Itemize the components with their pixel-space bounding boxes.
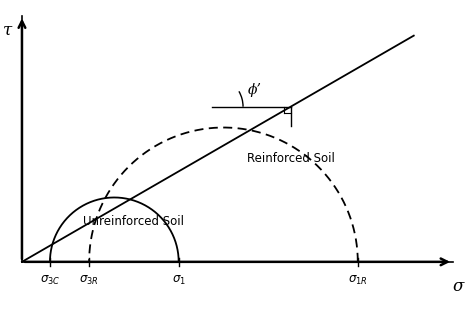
Text: $\sigma_{1R}$: $\sigma_{1R}$ — [348, 274, 368, 287]
Text: σ: σ — [453, 277, 464, 295]
Text: ϕ’: ϕ’ — [248, 83, 262, 97]
Text: τ: τ — [3, 21, 13, 38]
Text: $\sigma_{3R}$: $\sigma_{3R}$ — [79, 274, 99, 287]
Text: Unreinforced Soil: Unreinforced Soil — [84, 215, 184, 228]
Text: $\sigma_{3C}$: $\sigma_{3C}$ — [40, 274, 60, 287]
Text: Reinforced Soil: Reinforced Soil — [247, 152, 334, 165]
Text: $\sigma_{1}$: $\sigma_{1}$ — [172, 274, 186, 287]
